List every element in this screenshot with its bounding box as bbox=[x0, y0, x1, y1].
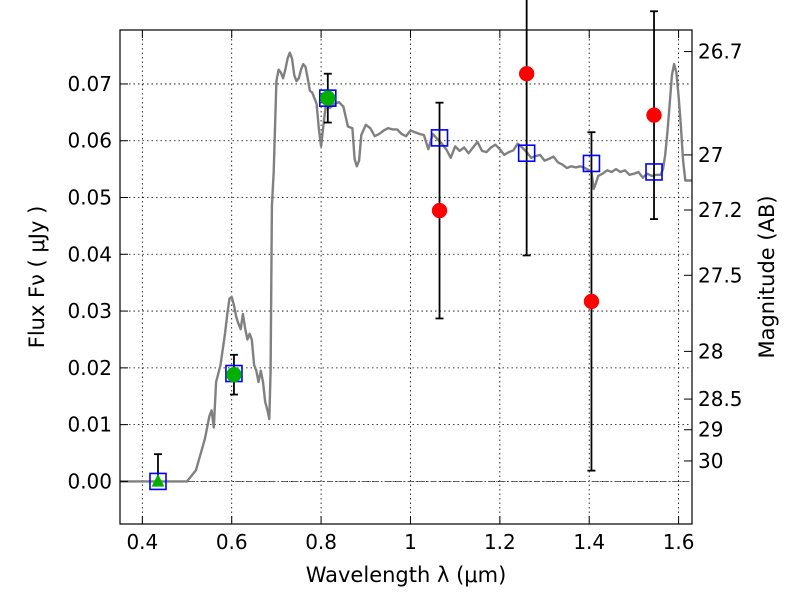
y-tick-label: 0.07 bbox=[67, 72, 112, 96]
model-photometry-square bbox=[645, 163, 663, 181]
plot-area bbox=[120, 0, 692, 491]
y-tick-label: 0.03 bbox=[67, 299, 112, 323]
x-tick-label: 1.4 bbox=[573, 530, 605, 554]
model-photometry-square bbox=[517, 144, 536, 163]
y-tick-label: 0.06 bbox=[67, 129, 112, 153]
mag-tick-label: 28.5 bbox=[698, 387, 743, 411]
model-photometry-square bbox=[582, 154, 601, 173]
observed-low-snr-marker bbox=[431, 202, 448, 219]
mag-tick-label: 27.2 bbox=[698, 198, 743, 222]
observed-detection-marker bbox=[320, 90, 336, 106]
y-tick-label: 0.04 bbox=[67, 242, 112, 266]
model-photometry-square bbox=[318, 89, 337, 107]
mag-tick-label: 27.5 bbox=[698, 263, 743, 287]
y-tick-label: 0.01 bbox=[67, 413, 112, 437]
x-axis-label: Wavelength λ (μm) bbox=[306, 563, 507, 587]
model-photometry-square bbox=[149, 472, 167, 491]
x-tick-label: 1.6 bbox=[663, 530, 695, 554]
mag-tick-label: 28 bbox=[698, 339, 723, 363]
x-tick-label: 0.4 bbox=[126, 530, 158, 554]
observed-detection-marker bbox=[226, 366, 242, 383]
x-tick-label: 1 bbox=[404, 530, 417, 554]
observed-low-snr-marker bbox=[583, 293, 600, 310]
y-axis-label: Flux Fν ( μJy ) bbox=[25, 206, 49, 349]
y-tick-label: 0.00 bbox=[67, 469, 112, 493]
mag-tick-label: 27 bbox=[698, 143, 723, 167]
axis-ticks: 0.4 0.6 0.8 1 1.2 1.4 1.6 0.00 0.01 0.02 0.03 0.04 0… bbox=[67, 30, 743, 554]
mag-tick-label: 26.7 bbox=[698, 40, 743, 64]
observed-upper-limit-marker bbox=[151, 473, 165, 487]
y-tick-label: 0.02 bbox=[67, 356, 112, 380]
observed-low-snr-marker bbox=[518, 65, 535, 82]
mag-tick-label: 29 bbox=[698, 418, 723, 442]
y-tick-label: 0.05 bbox=[67, 186, 112, 210]
model-spectrum-line bbox=[120, 51, 692, 483]
y-axis-right-label: Magnitude (AB) bbox=[755, 195, 779, 358]
plot-frame bbox=[119, 29, 693, 525]
x-tick-label: 1.2 bbox=[484, 530, 516, 554]
observed-low-snr-marker bbox=[646, 107, 662, 123]
x-tick-label: 0.6 bbox=[216, 530, 248, 554]
x-tick-label: 0.8 bbox=[305, 530, 337, 554]
mag-tick-label: 30 bbox=[698, 449, 723, 473]
model-photometry-square bbox=[430, 129, 449, 147]
